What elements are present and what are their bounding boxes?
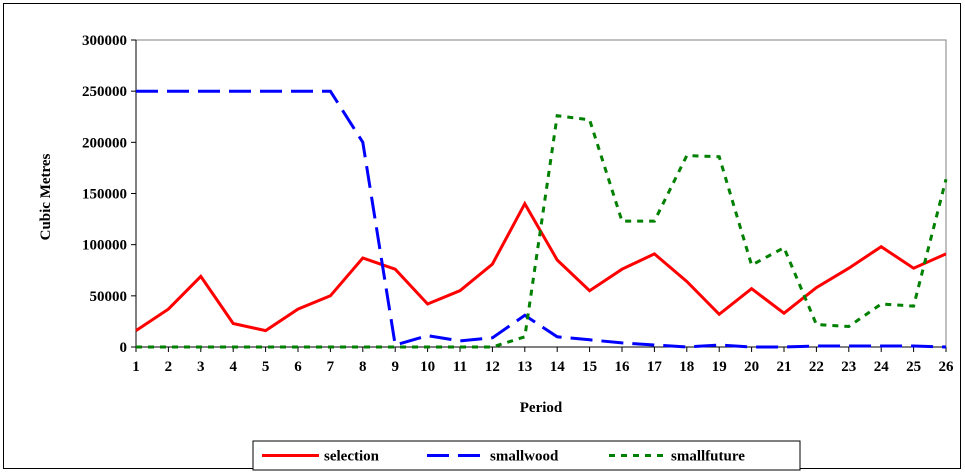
x-tick-label: 25: [906, 359, 921, 375]
y-tick-label: 150000: [82, 187, 127, 203]
x-tick-label: 7: [327, 359, 335, 375]
x-tick-label: 1: [132, 359, 140, 375]
x-tick-label: 24: [874, 359, 890, 375]
series-line-smallwood: [136, 89, 947, 349]
x-tick-label: 21: [777, 359, 792, 375]
chart-frame: [3, 3, 961, 469]
x-tick-label: 20: [744, 359, 759, 375]
x-tick-label: 26: [939, 359, 955, 375]
x-axis-title: Period: [520, 400, 563, 416]
x-tick-label: 17: [647, 359, 663, 375]
y-tick-label: 200000: [82, 135, 127, 151]
x-tick-label: 18: [679, 359, 694, 375]
x-tick-label: 9: [391, 359, 399, 375]
legend-label-smallwood: smallwood: [490, 449, 559, 465]
legend-box: [252, 440, 801, 471]
x-tick-label: 16: [615, 359, 631, 375]
legend-label-selection: selection: [324, 449, 380, 465]
x-tick-label: 22: [809, 359, 824, 375]
y-tick-label: 300000: [82, 33, 127, 49]
y-tick-label: 50000: [90, 289, 128, 305]
y-tick-label: 0: [120, 340, 128, 356]
x-tick-label: 2: [165, 359, 173, 375]
x-tick-label: 15: [582, 359, 597, 375]
x-tick-label: 3: [197, 359, 205, 375]
y-axis-title: Cubic Metres: [38, 153, 54, 240]
legend: selection smallwood smallfuture: [252, 440, 801, 471]
x-tick-label: 6: [294, 359, 302, 375]
y-tick-label: 250000: [82, 84, 127, 100]
y-tick-label: 100000: [82, 238, 127, 254]
x-tick-label: 8: [359, 359, 367, 375]
x-tick-label: 19: [712, 359, 727, 375]
x-tick-label: 14: [550, 359, 566, 375]
legend-label-smallfuture: smallfuture: [671, 449, 745, 465]
x-tick-label: 10: [420, 359, 435, 375]
x-tick-label: 4: [229, 359, 237, 375]
x-tick-label: 5: [262, 359, 270, 375]
x-tick-label: 13: [517, 359, 532, 375]
x-tick-label: 12: [485, 359, 500, 375]
series-line-smallfuture: [136, 114, 948, 349]
x-tick-label: 23: [841, 359, 856, 375]
plot-area-border: [135, 39, 947, 348]
x-tick-label: 11: [453, 359, 467, 375]
